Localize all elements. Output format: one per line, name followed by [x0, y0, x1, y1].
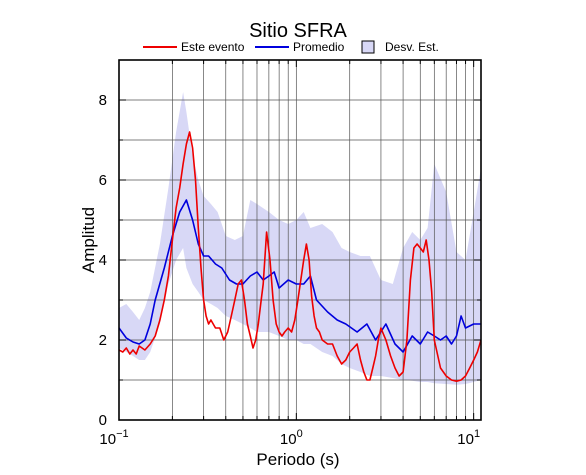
series-line-este-evento: [119, 131, 481, 383]
y-tick-label: 8: [99, 92, 107, 109]
y-tick-label: 2: [99, 332, 107, 349]
legend: Este evento Promedio Desv. Est.: [143, 40, 439, 54]
plot-frame: [118, 59, 482, 421]
y-tick-label: 0: [99, 412, 107, 429]
axes-frame: [118, 59, 482, 421]
legend-label-promedio: Promedio: [293, 40, 345, 54]
legend-label-desv-est-: Desv. Est.: [385, 40, 439, 54]
x-tick-label: 100: [280, 428, 303, 448]
plot-area: [119, 60, 481, 420]
tick-marks: [118, 59, 481, 421]
legend-label-este-evento: Este evento: [181, 40, 245, 54]
grid-layer: [119, 60, 481, 420]
std-dev-band: [119, 92, 481, 385]
y-axis-title: Amplitud: [79, 207, 98, 273]
legend-swatch-desv-est-: [361, 40, 375, 54]
x-tick-label: 10−1: [99, 428, 128, 448]
band-layer: [119, 92, 481, 385]
tick-labels: 0 2 4 6 8 10−1 100 101: [99, 92, 480, 448]
series-layer: [119, 131, 481, 383]
chart-title: Sitio SFRA: [249, 20, 347, 42]
y-tick-label: 4: [99, 252, 107, 269]
y-tick-label: 6: [99, 172, 107, 189]
x-tick-label: 101: [457, 428, 480, 448]
series-line-promedio: [119, 199, 481, 353]
x-axis-title: Periodo (s): [256, 450, 339, 469]
